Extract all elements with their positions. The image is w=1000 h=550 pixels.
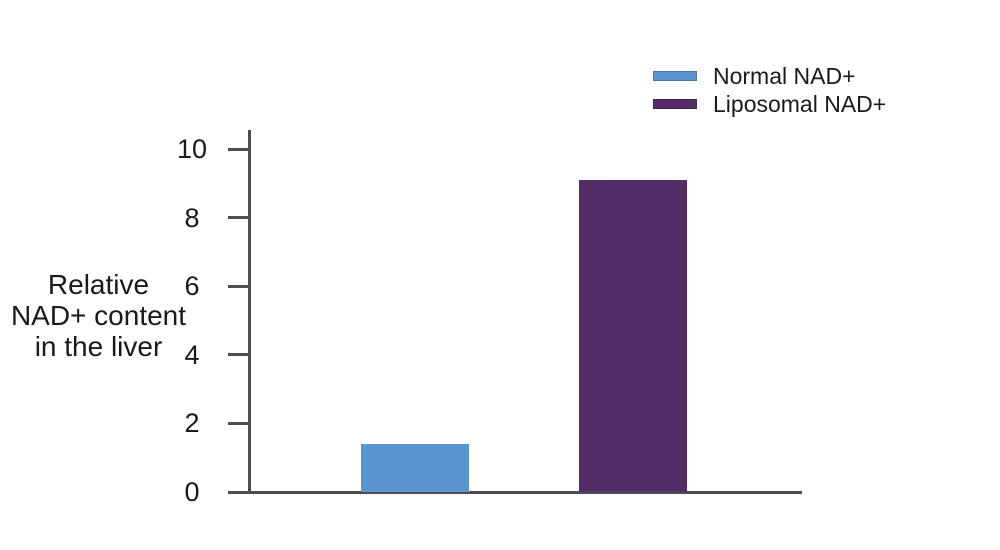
- y-tick-mark-2: [228, 421, 248, 425]
- y-tick-mark-4: [228, 353, 248, 357]
- legend-label-liposomal-nad: Liposomal NAD+: [713, 90, 887, 117]
- y-tick-label-8: 8: [184, 202, 200, 233]
- y-axis-line: [248, 130, 251, 494]
- x-axis-line: [228, 491, 802, 494]
- y-tick-label-0: 0: [184, 477, 200, 507]
- bar-liposomal-nad: [578, 179, 687, 492]
- legend-label-normal-nad: Normal NAD+: [713, 62, 856, 89]
- legend-item-normal-nad: Normal NAD+: [653, 62, 886, 90]
- y-tick-mark-8: [228, 216, 248, 220]
- legend: Normal NAD+ Liposomal NAD+: [653, 62, 886, 118]
- y-axis-title: Relative NAD+ content in the liver: [0, 269, 197, 362]
- y-tick-label-10: 10: [176, 134, 208, 164]
- legend-swatch-liposomal-nad-icon: [653, 99, 697, 109]
- y-axis-title-line-2: NAD+ content: [10, 300, 187, 331]
- y-tick-mark-10: [228, 147, 248, 151]
- y-axis-title-line-3: in the liver: [34, 331, 163, 362]
- y-axis-title-line-1: Relative: [47, 269, 150, 300]
- bar-normal-nad: [360, 443, 469, 492]
- y-tick-mark-6: [228, 284, 248, 288]
- y-tick-label-2: 2: [184, 408, 200, 439]
- legend-swatch-normal-nad-icon: [653, 71, 697, 81]
- y-tick-label-4: 4: [184, 339, 200, 370]
- y-tick-label-6: 6: [184, 271, 200, 302]
- legend-item-liposomal-nad: Liposomal NAD+: [653, 90, 886, 118]
